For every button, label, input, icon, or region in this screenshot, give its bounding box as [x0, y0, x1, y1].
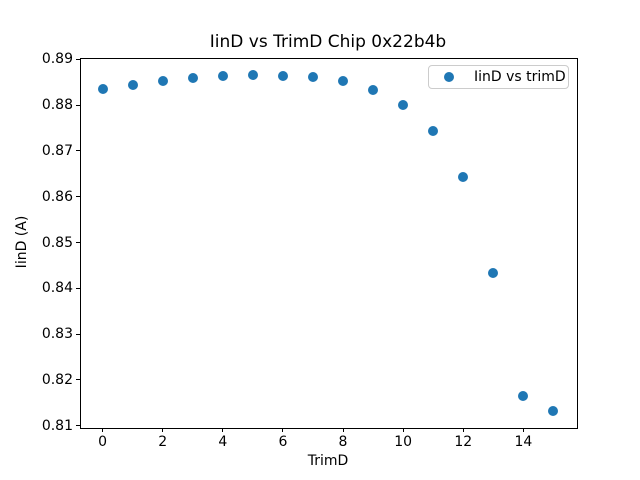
- x-tick-label: 8: [338, 434, 348, 450]
- legend-label: IinD vs trimD: [474, 69, 566, 85]
- x-tick-mark: [402, 428, 404, 432]
- y-tick-label: 0.89: [41, 51, 73, 68]
- data-point: [338, 75, 349, 86]
- x-axis-label: TrimD: [307, 453, 349, 469]
- data-point: [428, 125, 439, 136]
- x-tick-label: 12: [454, 434, 473, 450]
- data-point: [247, 69, 258, 80]
- y-tick-mark: [76, 379, 80, 381]
- x-tick-mark: [102, 428, 104, 432]
- data-point: [458, 172, 469, 183]
- y-tick-mark: [76, 104, 80, 106]
- y-tick-label: 0.88: [41, 97, 73, 114]
- y-tick-mark: [76, 150, 80, 152]
- x-tick-mark: [222, 428, 224, 432]
- x-tick-mark: [522, 428, 524, 432]
- y-tick-label: 0.84: [41, 280, 73, 297]
- data-point: [127, 80, 138, 91]
- legend-marker-icon: [444, 72, 454, 82]
- data-point: [97, 84, 108, 95]
- x-tick-label: 4: [218, 434, 228, 450]
- data-point: [157, 76, 168, 87]
- data-point: [187, 73, 198, 84]
- data-point: [488, 268, 499, 279]
- y-tick-label: 0.82: [41, 371, 73, 388]
- y-axis-label: IinD (A): [14, 215, 30, 269]
- x-tick-label: 6: [278, 434, 288, 450]
- x-tick-mark: [162, 428, 164, 432]
- plot-area: [80, 58, 578, 429]
- data-point: [518, 390, 529, 401]
- y-tick-mark: [76, 287, 80, 289]
- x-tick-mark: [282, 428, 284, 432]
- data-point: [277, 71, 288, 82]
- y-tick-label: 0.83: [41, 326, 73, 343]
- y-tick-label: 0.86: [41, 188, 73, 205]
- y-tick-mark: [76, 196, 80, 198]
- x-tick-label: 2: [158, 434, 168, 450]
- y-tick-label: 0.81: [41, 417, 73, 434]
- x-tick-mark: [462, 428, 464, 432]
- x-tick-label: 0: [98, 434, 107, 450]
- x-tick-label: 14: [514, 434, 533, 450]
- data-point: [217, 70, 228, 81]
- y-tick-label: 0.87: [41, 142, 73, 159]
- y-tick-mark: [76, 58, 80, 60]
- data-point: [398, 99, 409, 110]
- data-point: [368, 84, 379, 95]
- data-point: [548, 405, 559, 416]
- x-tick-label: 10: [394, 434, 413, 450]
- chart-title: IinD vs TrimD Chip 0x22b4b: [209, 32, 447, 52]
- y-tick-mark: [76, 333, 80, 335]
- x-tick-mark: [342, 428, 344, 432]
- data-point: [307, 71, 318, 82]
- y-tick-mark: [76, 242, 80, 243]
- y-tick-mark: [76, 425, 80, 427]
- y-tick-label: 0.85: [41, 234, 73, 251]
- legend: IinD vs trimD: [428, 65, 569, 89]
